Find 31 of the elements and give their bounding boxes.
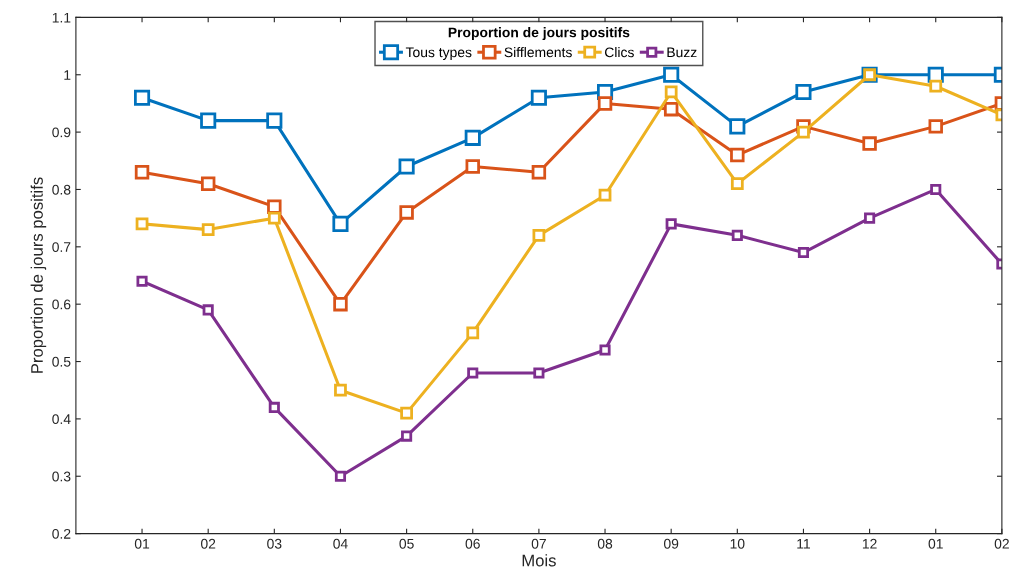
x-tick-label: 08 xyxy=(597,538,613,549)
y-tick-label: 0.9 xyxy=(52,127,71,138)
x-tick-label: 10 xyxy=(730,538,745,549)
legend-label: Clics xyxy=(605,47,634,58)
x-tick-label: 02 xyxy=(201,538,216,549)
y-tick-label: 0.5 xyxy=(52,356,71,367)
y-tick-label: 1 xyxy=(64,70,71,80)
x-tick-label: 02 xyxy=(994,538,1009,549)
y-tick-label: 0.3 xyxy=(52,471,71,482)
y-tick-label: 0.4 xyxy=(52,414,71,425)
legend-label: Buzz xyxy=(667,47,697,58)
y-axis-title: Proportion de jours positifs xyxy=(30,177,47,373)
x-tick-label: 01 xyxy=(928,538,943,549)
x-tick-label: 05 xyxy=(399,538,414,549)
x-tick-label: 06 xyxy=(465,538,480,549)
x-tick-label: 09 xyxy=(663,538,679,549)
legend-title: Proportion de jours positifs xyxy=(448,27,630,41)
x-tick-label: 01 xyxy=(134,538,150,549)
y-tick-label: 0.8 xyxy=(52,184,71,195)
legend-label: Tous types xyxy=(405,47,472,60)
y-tick-label: 1.1 xyxy=(52,12,71,23)
x-axis-title: Mois xyxy=(522,554,556,567)
x-tick-label: 11 xyxy=(797,538,810,549)
y-tick-label: 0.7 xyxy=(52,242,71,252)
x-tick-label: 03 xyxy=(267,538,282,549)
x-tick-label: 12 xyxy=(862,538,877,549)
x-tick-label: 07 xyxy=(531,538,546,549)
y-tick-label: 0.2 xyxy=(52,528,71,539)
y-tick-label: 0.6 xyxy=(52,299,71,310)
legend-label: Sifflements xyxy=(504,47,572,58)
x-tick-label: 04 xyxy=(333,538,348,549)
